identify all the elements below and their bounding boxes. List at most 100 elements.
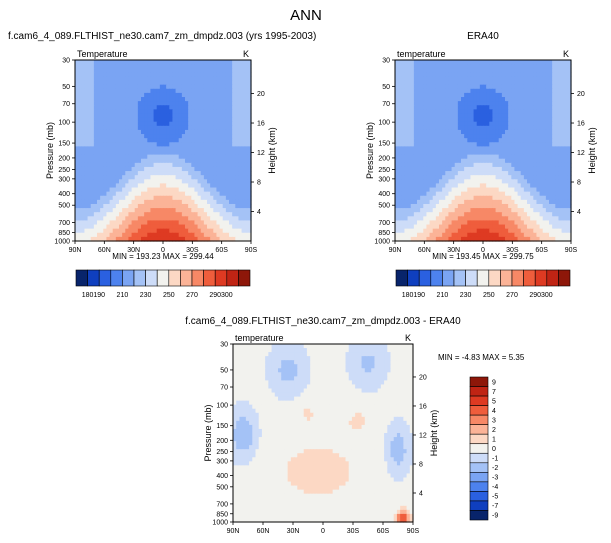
heatmap-cell [156,195,161,201]
heatmap-cell [457,166,462,172]
heatmap-cell [555,134,560,139]
heatmap-cell [505,232,509,238]
heatmap-cell [200,208,205,213]
heatmap-cell [210,228,214,234]
heatmap-cell [417,125,421,131]
heatmap-cell [81,80,86,86]
heatmap-cell [435,220,440,226]
heatmap-cell [238,138,243,143]
heatmap-cell [423,80,428,86]
heatmap-cell [467,212,472,217]
heatmap-cell [81,105,86,110]
heatmap-cell [514,191,519,197]
heatmap-cell [514,199,519,205]
heatmap-cell [191,92,196,98]
heatmap-cell [492,171,497,176]
heatmap-cell [561,88,566,94]
heatmap-cell [238,113,243,119]
heatmap-cell [159,183,164,189]
heatmap-cell [241,199,246,205]
heatmap-cell [75,203,79,209]
heatmap-cell [87,199,92,205]
heatmap-cell [241,134,246,139]
heatmap-cell [533,134,538,139]
heatmap-cell [429,232,434,238]
heatmap-cell [203,109,208,115]
heatmap-cell [75,68,79,73]
heatmap-cell [511,195,516,201]
heatmap-cell [501,88,506,94]
heatmap-cell [536,212,541,217]
heatmap-cell [109,208,114,213]
heatmap-cell [404,76,409,82]
heatmap-cell [527,216,531,222]
heatmap-cell [442,64,446,69]
heatmap-cell [150,109,155,115]
heatmap-cell [222,208,227,213]
heatmap-cell [122,187,126,193]
heatmap-cell [97,80,101,86]
heatmap-cell [247,146,252,152]
heatmap-cell [200,175,205,180]
heatmap-cell [115,113,120,119]
heatmap-cell [520,138,525,143]
heatmap-cell [125,134,130,139]
heatmap-cell [235,97,240,102]
heatmap-cell [241,68,246,73]
heatmap-cell [523,154,528,160]
heatmap-cell [87,72,92,78]
heatmap-cell [84,228,89,234]
heatmap-cell [144,162,148,168]
heatmap-cell [153,105,158,110]
heatmap-cell [194,68,199,73]
heatmap-cell [232,208,236,213]
heatmap-cell [194,105,199,110]
heatmap-cell [564,228,569,234]
heatmap-cell [147,183,152,189]
heatmap-cell [169,220,174,226]
heatmap-cell [185,158,189,164]
heatmap-cell [533,113,538,119]
heatmap-cell [505,216,509,222]
heatmap-cell [166,199,170,205]
heatmap-cell [106,171,111,176]
heatmap-cell [216,191,221,197]
heatmap-cell [545,191,550,197]
heatmap-cell [78,109,82,115]
heatmap-cell [530,125,534,131]
heatmap-cell [125,76,130,82]
heatmap-cell [508,216,512,222]
heatmap-cell [413,228,418,234]
heatmap-cell [109,187,114,193]
heatmap-cell [410,76,415,82]
heatmap-cell [194,64,199,69]
heatmap-cell [429,203,434,209]
heatmap-cell [517,236,522,242]
heatmap-cell [191,60,196,65]
heatmap-cell [175,134,180,139]
heatmap-cell [172,150,177,156]
heatmap-cell [210,212,214,217]
heatmap-cell [476,68,481,73]
heatmap-cell [131,187,136,193]
heatmap-cell [163,171,167,176]
heatmap-cell [467,208,472,213]
heatmap-cell [539,199,544,205]
heatmap-cell [197,208,202,213]
heatmap-cell [445,80,450,86]
heatmap-cell [517,203,522,209]
heatmap-cell [188,220,192,226]
heatmap-cell [423,138,428,143]
heatmap-cell [407,72,412,78]
heatmap-cell [483,208,487,213]
heatmap-cell [404,105,409,110]
heatmap-cell [401,158,406,164]
heatmap-cell [112,138,117,143]
heatmap-cell [178,187,183,193]
heatmap-cell [435,80,440,86]
heatmap-cell [232,150,236,156]
heatmap-cell [464,138,468,143]
heatmap-cell [536,109,541,115]
heatmap-cell [103,171,108,176]
heatmap-cell [232,236,236,242]
